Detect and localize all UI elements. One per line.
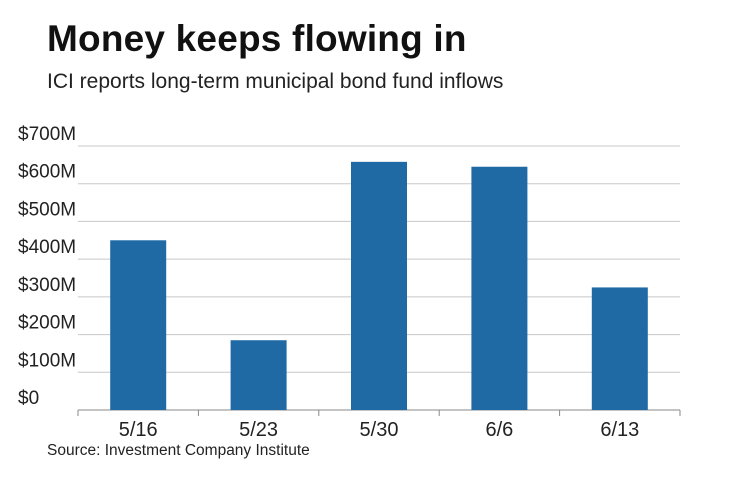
x-tick-label: 6/13 — [600, 419, 639, 441]
y-tick-label: $400M — [18, 237, 76, 258]
y-tick-label: $700M — [18, 124, 76, 145]
source-note: Source: Investment Company Institute — [47, 442, 310, 459]
bar-6-13 — [591, 287, 648, 410]
x-tick-label: 5/16 — [119, 419, 158, 441]
bar-5-30 — [351, 161, 407, 410]
bar-5-16 — [110, 240, 167, 410]
y-tick-label: $600M — [18, 162, 76, 183]
bar-6-6 — [471, 166, 528, 410]
chart-subtitle: ICI reports long-term municipal bond fun… — [47, 70, 504, 93]
chart-title: Money keeps flowing in — [47, 18, 467, 59]
y-tick-label: $100M — [18, 350, 76, 371]
y-tick-label: $300M — [18, 275, 76, 296]
x-tick-label: 5/30 — [360, 419, 399, 441]
y-tick-label: $500M — [18, 199, 76, 220]
bar-5-23 — [230, 340, 287, 410]
y-tick-label: $0 — [18, 388, 39, 409]
y-tick-label: $200M — [18, 313, 76, 334]
x-tick-label: 6/6 — [485, 419, 513, 441]
x-tick-label: 5/23 — [239, 419, 278, 441]
